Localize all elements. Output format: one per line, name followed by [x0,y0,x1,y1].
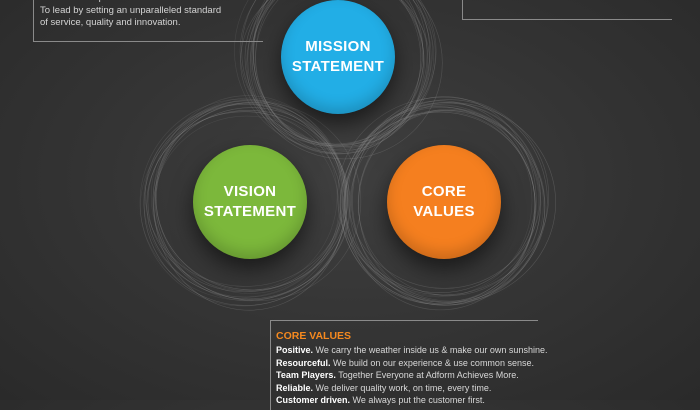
core-ring [344,104,533,298]
core-ring [349,110,536,303]
core-ring [357,110,542,296]
core-value-term: Positive. [276,345,314,355]
core-value-term: Customer driven. [276,395,351,405]
vision-ring [152,101,362,302]
core-ring [343,102,556,304]
vision-ring [139,98,347,307]
core-ring [339,107,546,304]
core-ring [358,103,544,306]
mission-ring [247,0,422,153]
core-ring [337,96,550,296]
mission-statement-circle[interactable]: MISSION STATEMENT [281,0,395,114]
core-value-text: We deliver quality work, on time, every … [313,382,492,393]
core-ring [358,108,541,302]
mission-text-line-3: of service, quality and innovation. [40,17,181,28]
mission-ring [249,0,425,155]
core-ring [347,102,541,289]
core-value-term: Team Players. [276,370,336,380]
core-value-item: Reliable. We deliver quality work, on ti… [276,382,538,395]
core-ring [344,111,536,294]
vision-description-block: through proven tangible branding solutio… [462,0,672,20]
core-value-item: Positive. We carry the weather inside us… [276,344,547,357]
mission-description-block: continuous improvement To lead by settin… [33,0,263,42]
core-values-block: CORE VALUES Positive. We carry the weath… [270,320,547,410]
core-ring [342,110,546,306]
mission-ring [250,0,422,154]
core-value-text: We build on our experience & use common … [330,357,534,368]
mission-ring [239,0,437,145]
infographic-canvas: continuous improvement To lead by settin… [33,0,672,410]
mission-ring [252,0,431,149]
core-value-item: Resourceful. We build on our experience … [276,357,538,370]
mission-ring [241,0,424,146]
core-ring [352,96,537,306]
vision-statement-circle[interactable]: VISION STATEMENT [193,145,307,259]
vision-ring [155,97,345,294]
core-ring [340,106,536,305]
mission-statement-label: MISSION STATEMENT [291,38,385,75]
mission-ring [244,0,424,145]
core-value-term: Reliable. [276,382,314,393]
vision-statement-label: VISION STATEMENT [203,183,297,220]
mission-text-line-2: To lead by setting an unparalleled stand… [40,4,222,16]
core-values-label: CORE VALUES [413,183,475,220]
core-ring [345,100,536,311]
mission-ring [234,0,433,151]
vision-ring [152,95,344,302]
mission-text-line-1: continuous improvement [40,0,263,5]
core-value-text: Together Everyone at Adform Achieves Mor… [335,370,519,380]
vision-ring [140,111,350,301]
vision-ring [155,107,348,291]
core-values-title: CORE VALUES [276,330,352,342]
mission-ring [251,0,435,145]
mission-ring [246,0,443,160]
vision-text-line-1: through proven tangible branding solutio… [469,0,672,3]
core-value-item: Customer driven. We always put the custo… [276,394,538,407]
vision-ring [145,103,346,287]
mission-ring [253,0,436,147]
vision-ring [146,110,351,300]
vision-ring [143,102,343,298]
core-ring [351,99,548,303]
mission-ring [251,0,424,147]
mission-ring [255,0,429,147]
core-ring [342,105,539,297]
vision-ring [147,111,342,293]
vision-ring [155,99,347,292]
mission-ring [255,0,432,151]
vision-ring [153,115,340,298]
vision-ring [155,102,348,301]
vision-ring [150,100,338,292]
vision-ring [143,104,347,306]
mission-ring [240,0,430,147]
vision-ring [153,100,346,311]
ring-decorations [139,0,556,311]
core-value-text: We carry the weather inside us & make ou… [313,345,548,355]
core-value-term: Resourceful. [276,357,331,368]
core-value-item: Team Players. Together Everyone at Adfor… [276,369,538,382]
mission-ring [253,0,428,154]
core-value-text: We always put the customer first. [350,395,485,405]
core-values-circle[interactable]: CORE VALUES [387,145,501,259]
